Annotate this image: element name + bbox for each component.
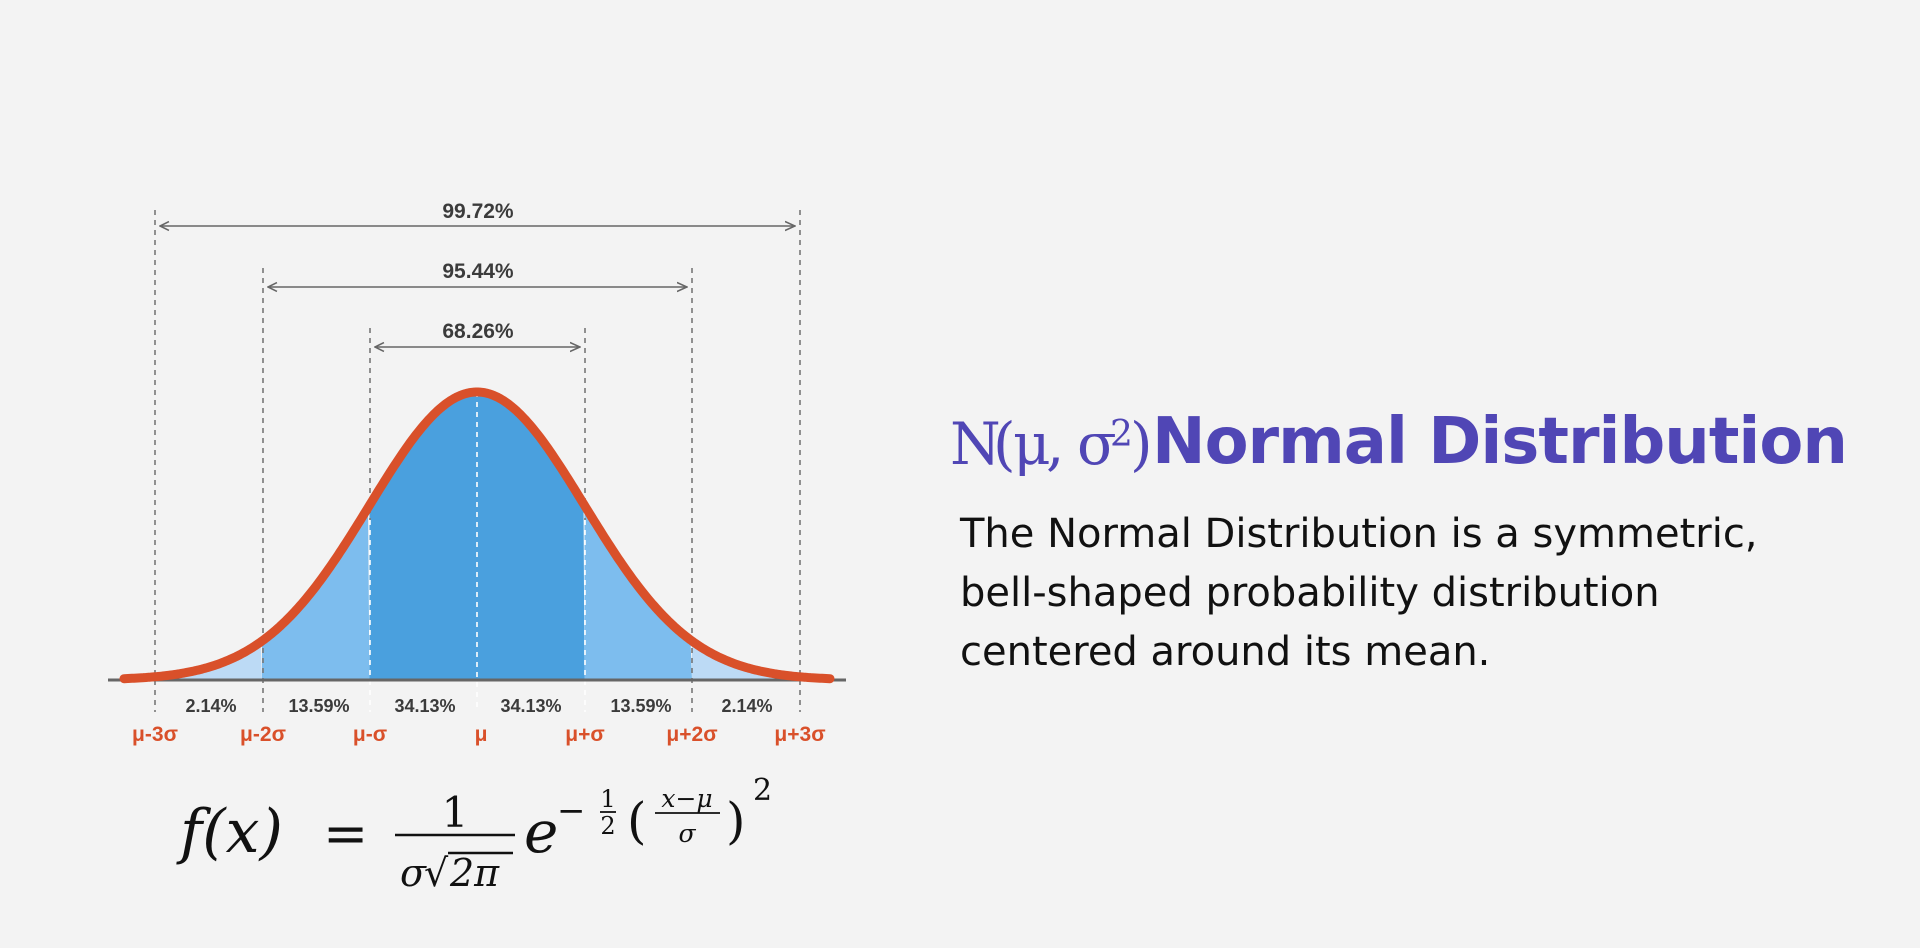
sigma-label-plus-1: μ+σ	[565, 723, 604, 746]
page-title: Normal Distribution	[1152, 405, 1848, 479]
sigma-labels: μ-3σ μ-2σ μ-σ μ μ+σ μ+2σ μ+3σ	[132, 723, 826, 746]
formula-numerator: 1	[442, 788, 469, 837]
formula-power: 2	[753, 773, 772, 808]
notation-open-paren: (	[993, 410, 1016, 478]
notation-n: N	[950, 410, 1001, 478]
distribution-notation: N ( μ , σ 2 )	[950, 410, 1153, 478]
range-arrows: 99.72% 95.44% 68.26%	[160, 200, 795, 347]
tail-fill-right	[692, 641, 800, 680]
segment-pct-1: 2.14%	[185, 696, 236, 716]
formula-lparen: (	[627, 792, 647, 850]
sigma-label-minus-2: μ-2σ	[240, 723, 286, 746]
sigma-label-minus-1: μ-σ	[353, 723, 387, 746]
sigma-label-minus-3: μ-3σ	[132, 723, 178, 746]
formula-frac-den: σ	[678, 819, 696, 848]
notation-close-paren: )	[1130, 410, 1153, 478]
notation-mu: μ	[1013, 410, 1051, 478]
description-line-2: bell-shaped probability distribution	[960, 570, 1660, 616]
segment-pct-2: 13.59%	[288, 696, 349, 716]
description-line-3: centered around its mean.	[960, 629, 1491, 675]
notation-sigma: σ	[1077, 410, 1117, 478]
bell-curve	[119, 387, 835, 684]
segment-percentages: 2.14% 13.59% 34.13% 34.13% 13.59% 2.14%	[185, 696, 772, 716]
segment-pct-4: 34.13%	[500, 696, 561, 716]
formula-lhs: f(x)	[176, 797, 283, 867]
range-label-68-26: 68.26%	[442, 320, 514, 343]
description: The Normal Distribution is a symmetric, …	[960, 505, 1860, 682]
formula-equals: =	[323, 802, 368, 865]
segment-pct-6: 2.14%	[721, 696, 772, 716]
segment-pct-3: 34.13%	[394, 696, 455, 716]
formula-rparen: )	[726, 792, 746, 850]
range-label-95-44: 95.44%	[442, 260, 514, 283]
range-label-99-72: 99.72%	[442, 200, 514, 223]
description-line-1: The Normal Distribution is a symmetric,	[960, 511, 1758, 557]
notation-exponent: 2	[1110, 414, 1133, 455]
formula-half-den: 2	[600, 812, 615, 840]
formula-den-sigma: σ	[400, 851, 427, 895]
sigma-label-plus-3: μ+3σ	[774, 723, 825, 746]
sigma-label-mean: μ	[475, 723, 488, 746]
formula-half-num: 1	[600, 785, 615, 813]
formula-frac-num: x−μ	[661, 784, 712, 813]
segment-pct-5: 13.59%	[610, 696, 671, 716]
notation-comma: ,	[1046, 410, 1064, 478]
formula-den-root: √	[424, 851, 449, 895]
sigma-label-plus-2: μ+2σ	[666, 723, 717, 746]
tail-fill-left	[154, 642, 262, 680]
pdf-formula: f(x) = 1 σ √ 2π e − 1 2 ( x−μ σ ) 2	[176, 773, 772, 895]
formula-base-e: e	[524, 798, 558, 866]
formula-minus: −	[557, 791, 586, 831]
formula-den-inner: 2π	[449, 851, 500, 895]
